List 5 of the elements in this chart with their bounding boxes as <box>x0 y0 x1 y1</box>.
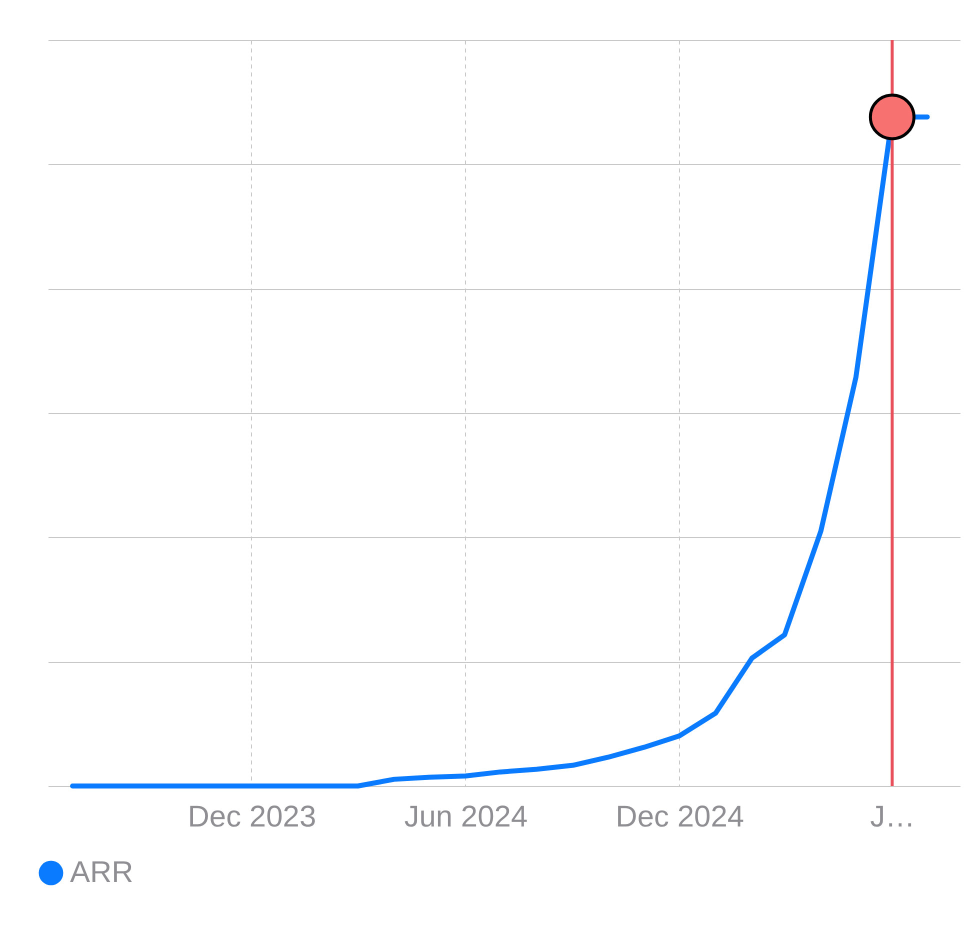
x-tick-label: J… <box>870 800 916 834</box>
x-tick-label: Dec 2023 <box>188 800 316 834</box>
x-tick-label: Dec 2024 <box>616 800 744 834</box>
legend-label: ARR <box>70 856 134 889</box>
x-tick-label: Jun 2024 <box>404 800 528 834</box>
